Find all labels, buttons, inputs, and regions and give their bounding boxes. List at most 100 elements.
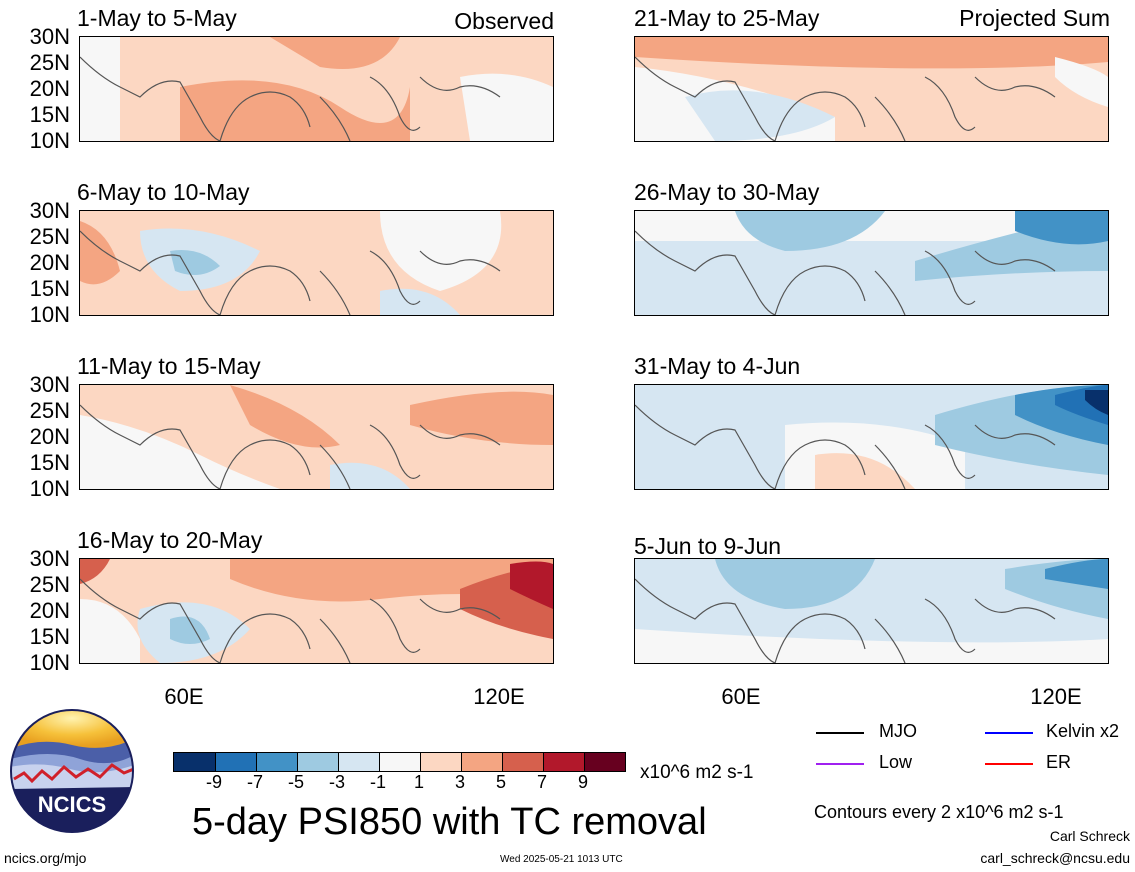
shading-region: [715, 559, 875, 609]
shading-region: [80, 415, 280, 489]
colorbar-tick-label: -3: [328, 772, 345, 792]
colorbar-swatch: [338, 753, 379, 771]
colorbar-tick-label: -7: [246, 772, 263, 792]
url-link[interactable]: ncics.org/mjo: [4, 850, 87, 866]
panel-title-4: 16-May to 20-May: [77, 527, 263, 553]
lat-label: 10N: [29, 476, 70, 501]
coastline: [635, 230, 1056, 315]
lon-label: 120E: [473, 684, 525, 709]
colorbar-units: x10^6 m2 s-1: [640, 762, 754, 783]
map-svg: [635, 385, 1108, 489]
lat-label: 30N: [29, 24, 70, 49]
colorbar-tick-label: 9: [577, 772, 588, 792]
legend-label-mjo: MJO: [879, 721, 917, 741]
colorbar-swatch: [379, 753, 420, 771]
lat-label: 15N: [29, 276, 70, 301]
shading-region: [460, 73, 553, 141]
email-link[interactable]: carl_schreck@ncsu.edu: [980, 850, 1130, 866]
lat-label: 15N: [29, 450, 70, 475]
map-panel-4: [79, 558, 554, 664]
shading-region: [380, 211, 502, 291]
shading-region: [80, 559, 110, 584]
projected-label: Projected Sum: [959, 5, 1110, 31]
legend-line-mjo: [816, 732, 864, 734]
lat-label: 30N: [29, 546, 70, 571]
lat-label: 15N: [29, 624, 70, 649]
colorbar-tick-label: -5: [287, 772, 304, 792]
lat-label: 25N: [29, 50, 70, 75]
lat-label: 20N: [29, 598, 70, 623]
lat-label: 30N: [29, 372, 70, 397]
map-panel-6: [634, 210, 1109, 316]
map-svg: [80, 37, 553, 141]
panel-title-8: 5-Jun to 9-Jun: [634, 533, 782, 559]
shading-region: [380, 288, 460, 315]
shading-region: [410, 391, 553, 445]
legend-label-er: ER: [1046, 752, 1072, 772]
map-panel-2: [79, 210, 554, 316]
lat-label: 10N: [29, 650, 70, 675]
author: Carl Schreck: [1049, 828, 1130, 844]
observed-label: Observed: [454, 8, 554, 34]
shading-region: [80, 37, 120, 141]
coastline: [80, 578, 501, 663]
panel-title-3: 11-May to 15-May: [77, 353, 261, 379]
shading-region: [1045, 559, 1108, 589]
lat-label: 30N: [29, 198, 70, 223]
timestamp: Wed 2025-05-21 1013 UTC: [500, 854, 623, 865]
lat-label: 20N: [29, 250, 70, 275]
lat-label: 10N: [29, 302, 70, 327]
legend-line-low: [816, 763, 864, 765]
lon-label: 60E: [721, 684, 761, 709]
lon-label: 60E: [164, 684, 204, 709]
lat-label: 25N: [29, 572, 70, 597]
colorbar-tick-label: 5: [495, 772, 506, 792]
colorbar-swatch: [420, 753, 461, 771]
shading-region: [230, 385, 340, 448]
legend-line-er: [985, 763, 1033, 765]
colorbar-tick-label: -1: [369, 772, 386, 792]
colorbar-swatch: [256, 753, 297, 771]
colorbar-swatch: [215, 753, 256, 771]
ncics-logo: NCICS: [10, 709, 134, 833]
colorbar-swatch: [502, 753, 543, 771]
lat-label: 25N: [29, 398, 70, 423]
shading-region: [1055, 57, 1108, 107]
coastline: [80, 404, 501, 489]
coastline: [635, 404, 1056, 489]
shading-region: [815, 453, 915, 489]
colorbar-tick-label: 1: [413, 772, 424, 792]
map-svg: [635, 211, 1108, 315]
legend-line-kelvin: [985, 732, 1033, 734]
lat-label: 20N: [29, 424, 70, 449]
lat-label: 25N: [29, 224, 70, 249]
map-svg: [80, 385, 553, 489]
colorbar-tick-label: 7: [536, 772, 547, 792]
shading-region: [635, 37, 1108, 69]
coastline: [635, 56, 1056, 141]
lat-label: 10N: [29, 128, 70, 153]
legend-label-kelvin: Kelvin x2: [1046, 721, 1120, 741]
shading-region: [270, 37, 400, 69]
map-svg: [80, 211, 553, 315]
shading-region: [180, 80, 410, 141]
map-panel-7: [634, 384, 1109, 490]
lat-label: 15N: [29, 102, 70, 127]
map-svg: [635, 559, 1108, 663]
map-svg: [635, 37, 1108, 141]
shading-region: [80, 221, 120, 285]
map-panel-3: [79, 384, 554, 490]
shading-region: [1015, 211, 1108, 245]
panel-title-2: 6-May to 10-May: [77, 179, 250, 205]
map-panel-5: [634, 36, 1109, 142]
coastline: [80, 56, 501, 141]
shading-region: [330, 462, 410, 489]
panel-title-1: 1-May to 5-May: [77, 5, 237, 31]
legend-label-low: Low: [879, 752, 913, 772]
coastline: [635, 578, 1056, 663]
shading-region: [80, 599, 140, 663]
colorbar-swatch: [174, 753, 215, 771]
colorbar-tick-label: -9: [205, 772, 222, 792]
panel-title-5: 21-May to 25-May: [634, 5, 820, 31]
shading-region: [510, 561, 553, 609]
